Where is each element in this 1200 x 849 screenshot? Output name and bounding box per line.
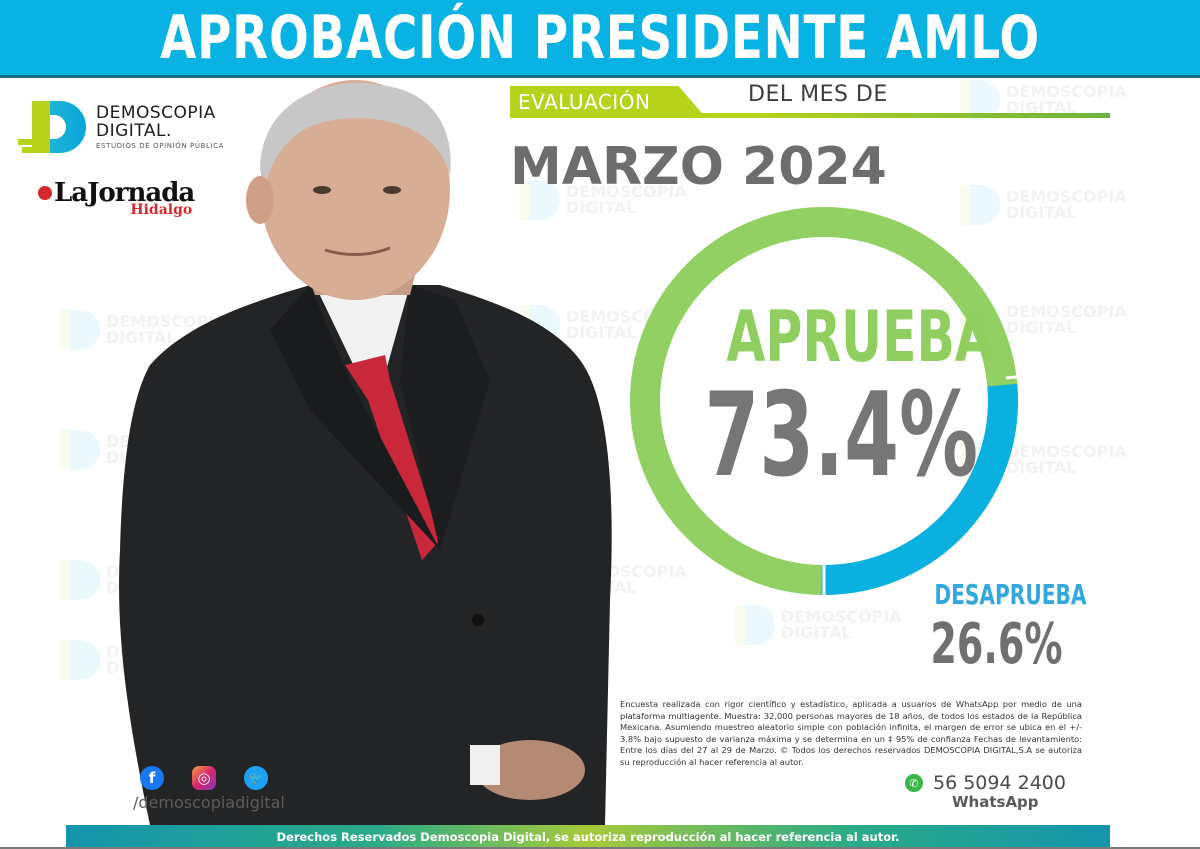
approve-value: 73.4%: [704, 368, 979, 503]
footer-divider: [0, 847, 1200, 849]
instagram-icon[interactable]: ◎: [192, 766, 216, 790]
whatsapp-number[interactable]: 56 5094 2400: [933, 772, 1066, 794]
logo-tagline: ESTUDIOS DE OPINIÓN PÚBLICA: [96, 142, 224, 150]
twitter-icon[interactable]: 🐦: [244, 766, 268, 790]
header-banner: APROBACIÓN PRESIDENTE AMLO: [0, 0, 1200, 78]
evaluation-tab: EVALUACIÓN: [510, 86, 706, 118]
disapprove-value: 26.6%: [930, 612, 1063, 677]
month-prefix: DEL MES DE: [748, 82, 888, 107]
whatsapp-label: WhatsApp: [952, 793, 1039, 811]
evaluation-band: EVALUACIÓN: [510, 86, 1110, 118]
jornada-region: Hidalgo: [130, 202, 193, 218]
approve-label: APRUEBA: [726, 296, 994, 378]
demoscopia-d-icon: [18, 99, 88, 155]
evaluation-label: EVALUACIÓN: [518, 90, 651, 114]
evaluation-underline: [510, 113, 1110, 118]
facebook-icon[interactable]: f: [140, 766, 164, 790]
whatsapp-contact: ✆ 56 5094 2400: [905, 772, 1066, 794]
disapprove-arc: [630, 207, 1018, 595]
whatsapp-icon: ✆: [905, 774, 923, 792]
jornada-name: LaJornada: [54, 178, 195, 208]
jornada-emblem-icon: [38, 186, 52, 200]
approval-donut-chart: [626, 203, 1037, 599]
footer-text: Derechos Reservados Demoscopia Digital, …: [276, 830, 900, 844]
la-jornada-logo: LaJornada Hidalgo: [38, 178, 195, 218]
demoscopia-digital-logo: DEMOSCOPIA DIGITAL. ESTUDIOS DE OPINIÓN …: [18, 99, 224, 155]
president-photo: [110, 80, 620, 825]
survey-period: MARZO 2024: [510, 137, 887, 197]
logo-line-1: DEMOSCOPIA: [96, 103, 216, 123]
social-handle[interactable]: /demoscopiadigital: [133, 793, 285, 812]
disapprove-label: DESAPRUEBA: [934, 578, 1087, 611]
logo-line-2: DIGITAL.: [96, 121, 172, 141]
methodology-note: Encuesta realizada con rigor científico …: [620, 699, 1082, 767]
social-links: f ◎ 🐦: [140, 766, 268, 790]
page-title: APROBACIÓN PRESIDENTE AMLO: [160, 2, 1040, 73]
footer-bar: Derechos Reservados Demoscopia Digital, …: [66, 825, 1110, 849]
